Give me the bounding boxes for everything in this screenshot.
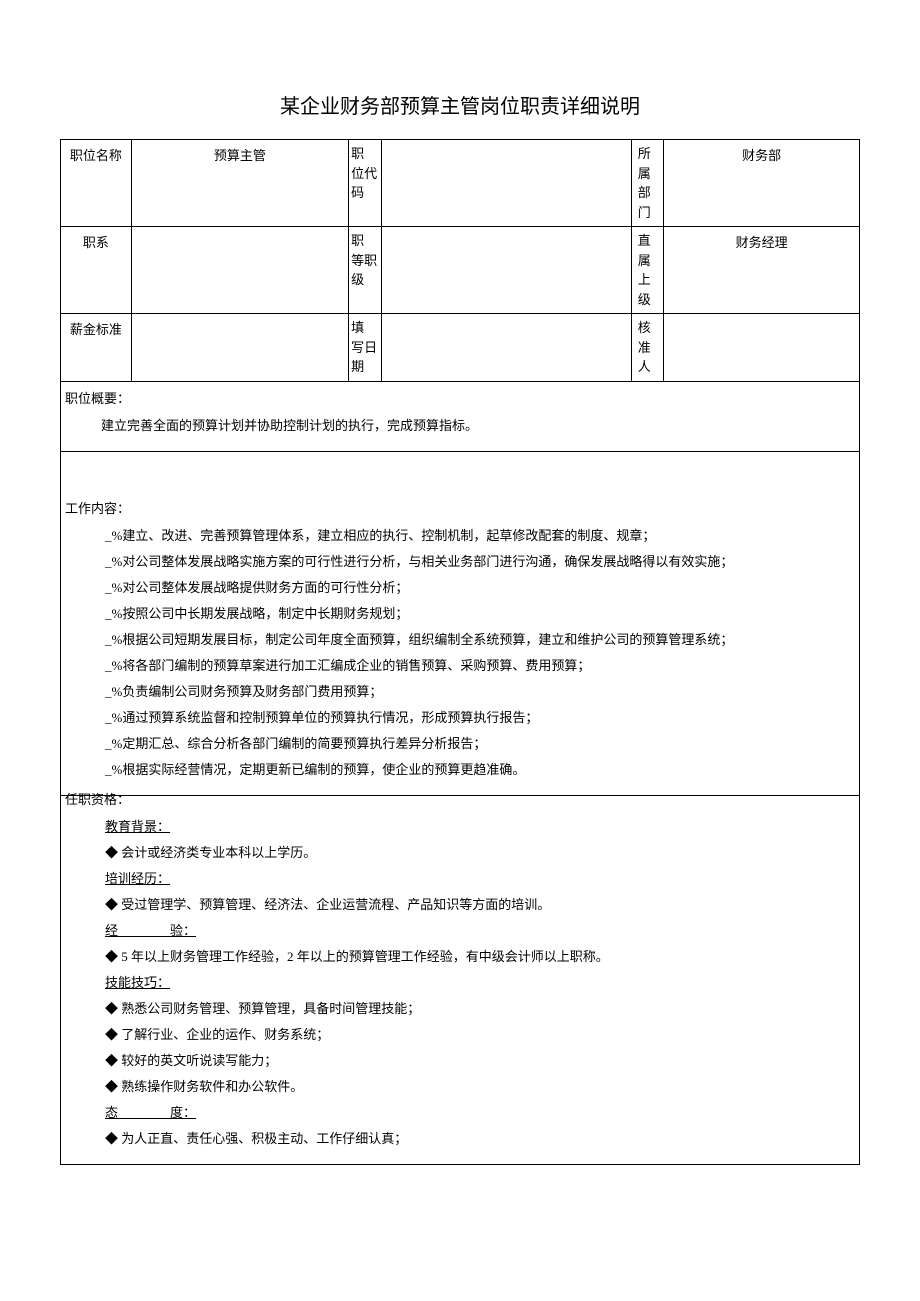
attitude-header: 态 度： bbox=[65, 1100, 855, 1126]
position-code-label: 职位代码 bbox=[349, 140, 382, 227]
work-item: _%对公司整体发展战略提供财务方面的可行性分析； bbox=[65, 575, 855, 601]
education-header: 教育背景： bbox=[65, 814, 855, 840]
position-summary-section: 职位概要： 建立完善全面的预算计划并协助控制计划的执行，完成预算指标。 bbox=[60, 382, 860, 452]
education-item: ◆ 会计或经济类专业本科以上学历。 bbox=[65, 840, 855, 866]
job-grade-value bbox=[381, 227, 631, 314]
skill-item: ◆ 熟悉公司财务管理、预算管理，具备时间管理技能； bbox=[65, 996, 855, 1022]
qualifications-body: 教育背景： ◆ 会计或经济类专业本科以上学历。 培训经历： ◆ 受过管理学、预算… bbox=[61, 810, 859, 1164]
salary-value bbox=[131, 314, 348, 382]
table-row: 薪金标准 填写日期 核准人 bbox=[61, 314, 860, 382]
position-code-value bbox=[381, 140, 631, 227]
supervisor-label: 直属上级 bbox=[631, 227, 664, 314]
training-header: 培训经历： bbox=[65, 866, 855, 892]
salary-label: 薪金标准 bbox=[61, 314, 132, 382]
document-title: 某企业财务部预算主管岗位职责详细说明 bbox=[60, 90, 860, 119]
skill-item: ◆ 较好的英文听说读写能力； bbox=[65, 1048, 855, 1074]
department-value: 财务部 bbox=[664, 140, 860, 227]
experience-header: 经 验： bbox=[65, 918, 855, 944]
qualifications-header: 任职资格： bbox=[61, 783, 859, 810]
qualifications-section: 任职资格： 教育背景： ◆ 会计或经济类专业本科以上学历。 培训经历： ◆ 受过… bbox=[60, 783, 860, 1165]
work-item: _%建立、改进、完善预算管理体系，建立相应的执行、控制机制，起草修改配套的制度、… bbox=[65, 523, 855, 549]
fill-date-value bbox=[381, 314, 631, 382]
skills-header: 技能技巧： bbox=[65, 970, 855, 996]
work-item: _%定期汇总、综合分析各部门编制的简要预算执行差异分析报告； bbox=[65, 731, 855, 757]
work-item: _%通过预算系统监督和控制预算单位的预算执行情况，形成预算执行报告； bbox=[65, 705, 855, 731]
work-header: 工作内容： bbox=[61, 492, 859, 519]
approver-label: 核准人 bbox=[631, 314, 664, 382]
department-label: 所属部门 bbox=[631, 140, 664, 227]
header-info-table: 职位名称 预算主管 职位代码 所属部门 财务部 职系 职等职级 直属上级 财务经… bbox=[60, 139, 860, 382]
job-grade-label: 职等职级 bbox=[349, 227, 382, 314]
table-row: 职位名称 预算主管 职位代码 所属部门 财务部 bbox=[61, 140, 860, 227]
fill-date-label: 填写日期 bbox=[349, 314, 382, 382]
supervisor-value: 财务经理 bbox=[664, 227, 860, 314]
position-name-label: 职位名称 bbox=[61, 140, 132, 227]
work-item: _%根据实际经营情况，定期更新已编制的预算，使企业的预算更趋准确。 bbox=[65, 757, 855, 783]
table-row: 职系 职等职级 直属上级 财务经理 bbox=[61, 227, 860, 314]
work-item: _%按照公司中长期发展战略，制定中长期财务规划； bbox=[65, 601, 855, 627]
work-item: _%将各部门编制的预算草案进行加工汇编成企业的销售预算、采购预算、费用预算； bbox=[65, 653, 855, 679]
skill-item: ◆ 了解行业、企业的运作、财务系统； bbox=[65, 1022, 855, 1048]
job-series-value bbox=[131, 227, 348, 314]
summary-body: 建立完善全面的预算计划并协助控制计划的执行，完成预算指标。 bbox=[61, 409, 859, 451]
job-series-label: 职系 bbox=[61, 227, 132, 314]
work-item: _%根据公司短期发展目标，制定公司年度全面预算，组织编制全系统预算，建立和维护公… bbox=[65, 627, 855, 653]
work-content-section: 工作内容： _%建立、改进、完善预算管理体系，建立相应的执行、控制机制，起草修改… bbox=[60, 452, 860, 796]
approver-value bbox=[664, 314, 860, 382]
experience-item: ◆ 5 年以上财务管理工作经验，2 年以上的预算管理工作经验，有中级会计师以上职… bbox=[65, 944, 855, 970]
attitude-item: ◆ 为人正直、责任心强、积极主动、工作仔细认真； bbox=[65, 1126, 855, 1152]
training-item: ◆ 受过管理学、预算管理、经济法、企业运营流程、产品知识等方面的培训。 bbox=[65, 892, 855, 918]
work-body: _%建立、改进、完善预算管理体系，建立相应的执行、控制机制，起草修改配套的制度、… bbox=[61, 519, 859, 795]
work-item: _%对公司整体发展战略实施方案的可行性进行分析，与相关业务部门进行沟通，确保发展… bbox=[65, 549, 855, 575]
summary-header: 职位概要： bbox=[61, 382, 859, 409]
position-name-value: 预算主管 bbox=[131, 140, 348, 227]
work-item: _%负责编制公司财务预算及财务部门费用预算； bbox=[65, 679, 855, 705]
skill-item: ◆ 熟练操作财务软件和办公软件。 bbox=[65, 1074, 855, 1100]
